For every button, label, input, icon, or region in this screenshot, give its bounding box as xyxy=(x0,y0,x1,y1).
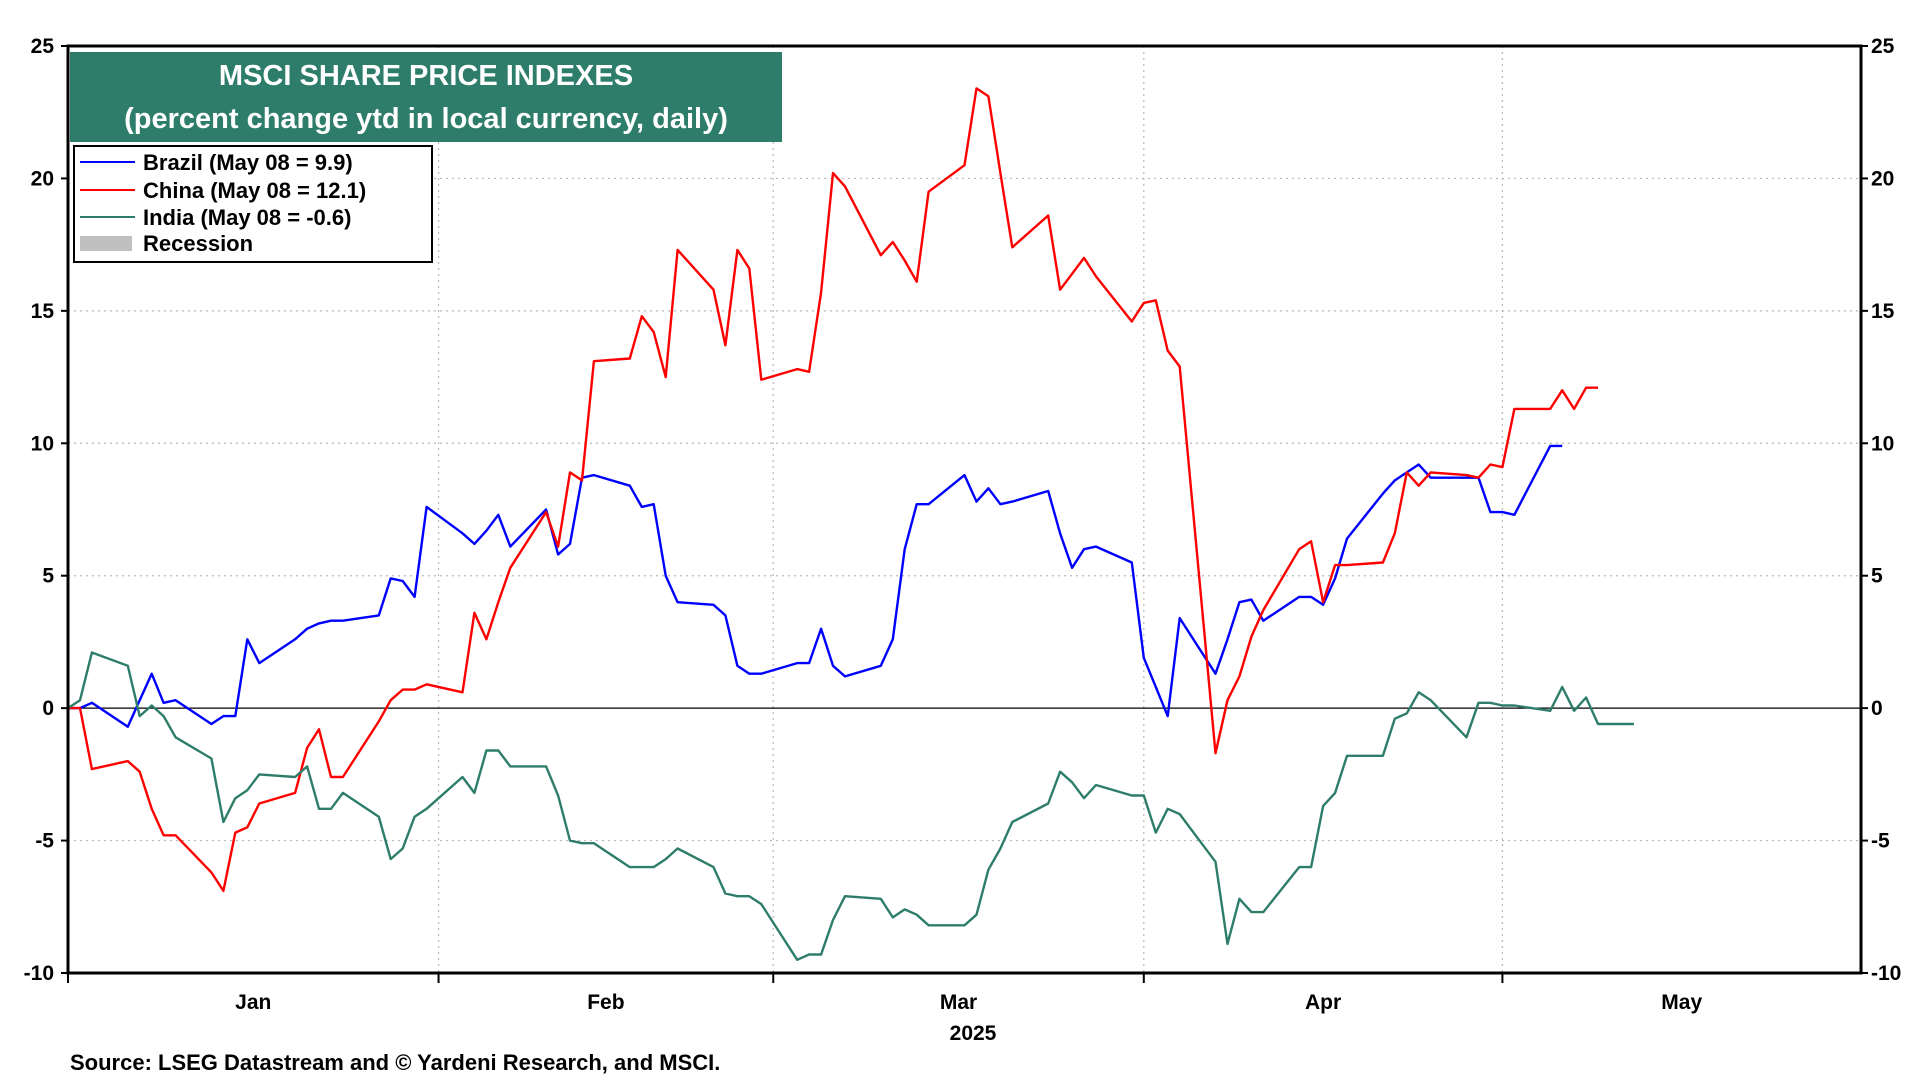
legend-label-china: China (May 08 = 12.1) xyxy=(143,178,366,203)
y-tick-label-left: 10 xyxy=(31,432,54,455)
y-tick-label-right: -10 xyxy=(1871,962,1901,985)
chart-subtitle: (percent change ytd in local currency, d… xyxy=(124,103,728,135)
legend-swatch-recession xyxy=(80,236,132,251)
y-tick-label-right: 15 xyxy=(1871,300,1895,323)
y-tick-label-right: 5 xyxy=(1871,565,1883,588)
y-tick-label-left: 5 xyxy=(42,565,54,588)
x-tick-label: Feb xyxy=(587,991,624,1014)
title-background xyxy=(70,52,782,142)
y-tick-label-left: 25 xyxy=(31,35,55,58)
y-tick-label-right: 0 xyxy=(1871,697,1883,720)
series-layer xyxy=(67,87,1634,961)
gridlines xyxy=(68,46,1861,973)
axis-ticks: -10 -10 -5 -5 0 0 5 5 10 10 15 15 20 20 25 25 Jan Feb Mar A… xyxy=(24,35,1902,1014)
y-tick-label-right: 25 xyxy=(1871,35,1895,58)
y-tick-label-left: 20 xyxy=(31,167,54,190)
year-label: 2025 xyxy=(950,1022,997,1045)
y-tick-label-left: -10 xyxy=(24,962,54,985)
legend-label-india: India (May 08 = -0.6) xyxy=(143,205,351,230)
x-tick-label: Apr xyxy=(1305,991,1341,1014)
x-tick-label: Jan xyxy=(235,991,271,1014)
series-line-2 xyxy=(67,651,1634,961)
chart-title: MSCI SHARE PRICE INDEXES xyxy=(219,60,633,92)
series-line-1 xyxy=(68,87,1598,893)
legend-frame xyxy=(73,145,433,263)
legend-label-recession: Recession xyxy=(143,231,253,256)
legend: Brazil (May 08 = 9.9) China (May 08 = 12… xyxy=(73,145,433,263)
y-tick-label-left: 0 xyxy=(42,697,54,720)
y-tick-label-right: -5 xyxy=(1871,830,1890,853)
plot-frame xyxy=(66,44,1863,975)
legend-label-brazil: Brazil (May 08 = 9.9) xyxy=(143,150,353,175)
y-tick-label-right: 20 xyxy=(1871,167,1894,190)
series-line-0 xyxy=(68,444,1563,728)
title-box: MSCI SHARE PRICE INDEXES (percent change… xyxy=(70,52,782,142)
x-tick-label: Mar xyxy=(940,991,977,1014)
x-tick-label: May xyxy=(1661,991,1702,1014)
y-tick-label-right: 10 xyxy=(1871,432,1894,455)
y-tick-label-left: 15 xyxy=(31,300,55,323)
source-note: Source: LSEG Datastream and © Yardeni Re… xyxy=(70,1050,720,1075)
y-tick-label-left: -5 xyxy=(35,830,54,853)
